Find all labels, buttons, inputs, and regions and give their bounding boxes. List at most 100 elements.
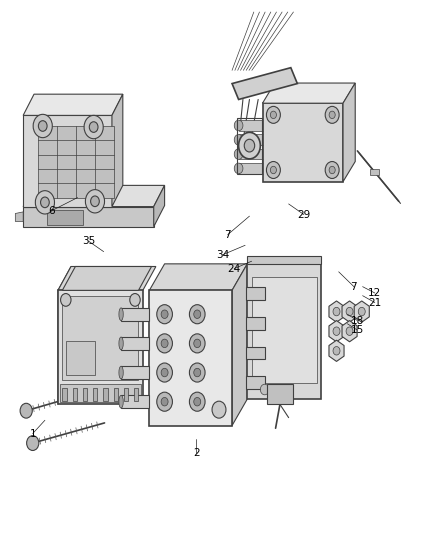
Bar [371,169,379,175]
Polygon shape [262,103,343,182]
Circle shape [41,197,49,208]
Polygon shape [262,83,355,103]
Polygon shape [329,301,344,322]
Text: 15: 15 [351,325,364,335]
Text: 7: 7 [350,281,357,292]
Bar [103,388,108,401]
Polygon shape [62,296,138,381]
Polygon shape [58,290,143,405]
Polygon shape [239,134,262,145]
Bar [47,210,83,224]
Polygon shape [267,384,293,405]
Polygon shape [247,347,265,359]
Circle shape [39,120,47,131]
Polygon shape [58,266,156,290]
Polygon shape [39,126,114,198]
Polygon shape [58,266,71,405]
Polygon shape [23,94,123,115]
Circle shape [358,308,365,316]
Polygon shape [154,185,165,227]
Circle shape [234,149,243,159]
Circle shape [266,107,280,123]
Circle shape [325,161,339,179]
Ellipse shape [119,308,123,320]
Circle shape [234,163,243,174]
Circle shape [161,398,168,406]
Circle shape [266,161,280,179]
Circle shape [212,401,226,418]
Circle shape [239,132,260,159]
Polygon shape [232,264,247,425]
Circle shape [270,166,276,174]
Text: 21: 21 [368,297,381,308]
Circle shape [157,363,173,382]
Polygon shape [354,301,369,322]
Polygon shape [342,320,357,342]
Polygon shape [239,149,262,159]
Polygon shape [66,341,95,375]
Circle shape [33,114,52,138]
Bar [83,388,87,401]
Polygon shape [247,264,321,399]
Circle shape [35,191,54,214]
Polygon shape [343,83,355,182]
Polygon shape [329,340,344,361]
Circle shape [333,308,340,316]
Bar [93,388,97,401]
Polygon shape [62,266,152,290]
Text: 6: 6 [48,206,55,216]
Circle shape [161,368,168,377]
Polygon shape [149,264,247,290]
Circle shape [60,294,71,306]
Circle shape [194,339,201,348]
Ellipse shape [119,366,123,379]
Text: 7: 7 [224,230,231,240]
Bar [113,388,118,401]
Polygon shape [239,163,262,174]
Text: 24: 24 [228,264,241,273]
Circle shape [260,384,269,395]
Circle shape [234,120,243,131]
Text: 29: 29 [297,209,311,220]
Circle shape [161,339,168,348]
Polygon shape [121,366,149,379]
Text: 12: 12 [368,288,381,298]
Circle shape [189,363,205,382]
Circle shape [194,310,201,318]
Circle shape [346,308,353,316]
Bar [73,388,77,401]
Polygon shape [15,212,23,221]
Polygon shape [112,94,123,207]
Circle shape [157,305,173,324]
Polygon shape [121,308,149,320]
Ellipse shape [119,395,123,408]
Circle shape [270,111,276,118]
Polygon shape [121,337,149,350]
Circle shape [91,196,99,207]
Ellipse shape [119,337,123,350]
Bar [124,388,128,401]
Polygon shape [247,376,265,389]
Circle shape [194,368,201,377]
Text: 34: 34 [216,250,229,260]
Polygon shape [342,301,357,322]
Circle shape [194,398,201,406]
Circle shape [130,294,140,306]
Polygon shape [252,277,317,383]
Polygon shape [60,384,141,402]
Circle shape [234,134,243,145]
Circle shape [85,190,105,213]
Bar [62,388,67,401]
Circle shape [20,403,32,418]
Circle shape [157,392,173,411]
Polygon shape [247,256,321,264]
Circle shape [333,346,340,355]
Polygon shape [23,115,112,207]
Circle shape [329,166,335,174]
Circle shape [157,334,173,353]
Polygon shape [247,287,265,300]
Circle shape [244,139,254,152]
Circle shape [329,111,335,118]
Circle shape [189,305,205,324]
Polygon shape [232,68,297,100]
